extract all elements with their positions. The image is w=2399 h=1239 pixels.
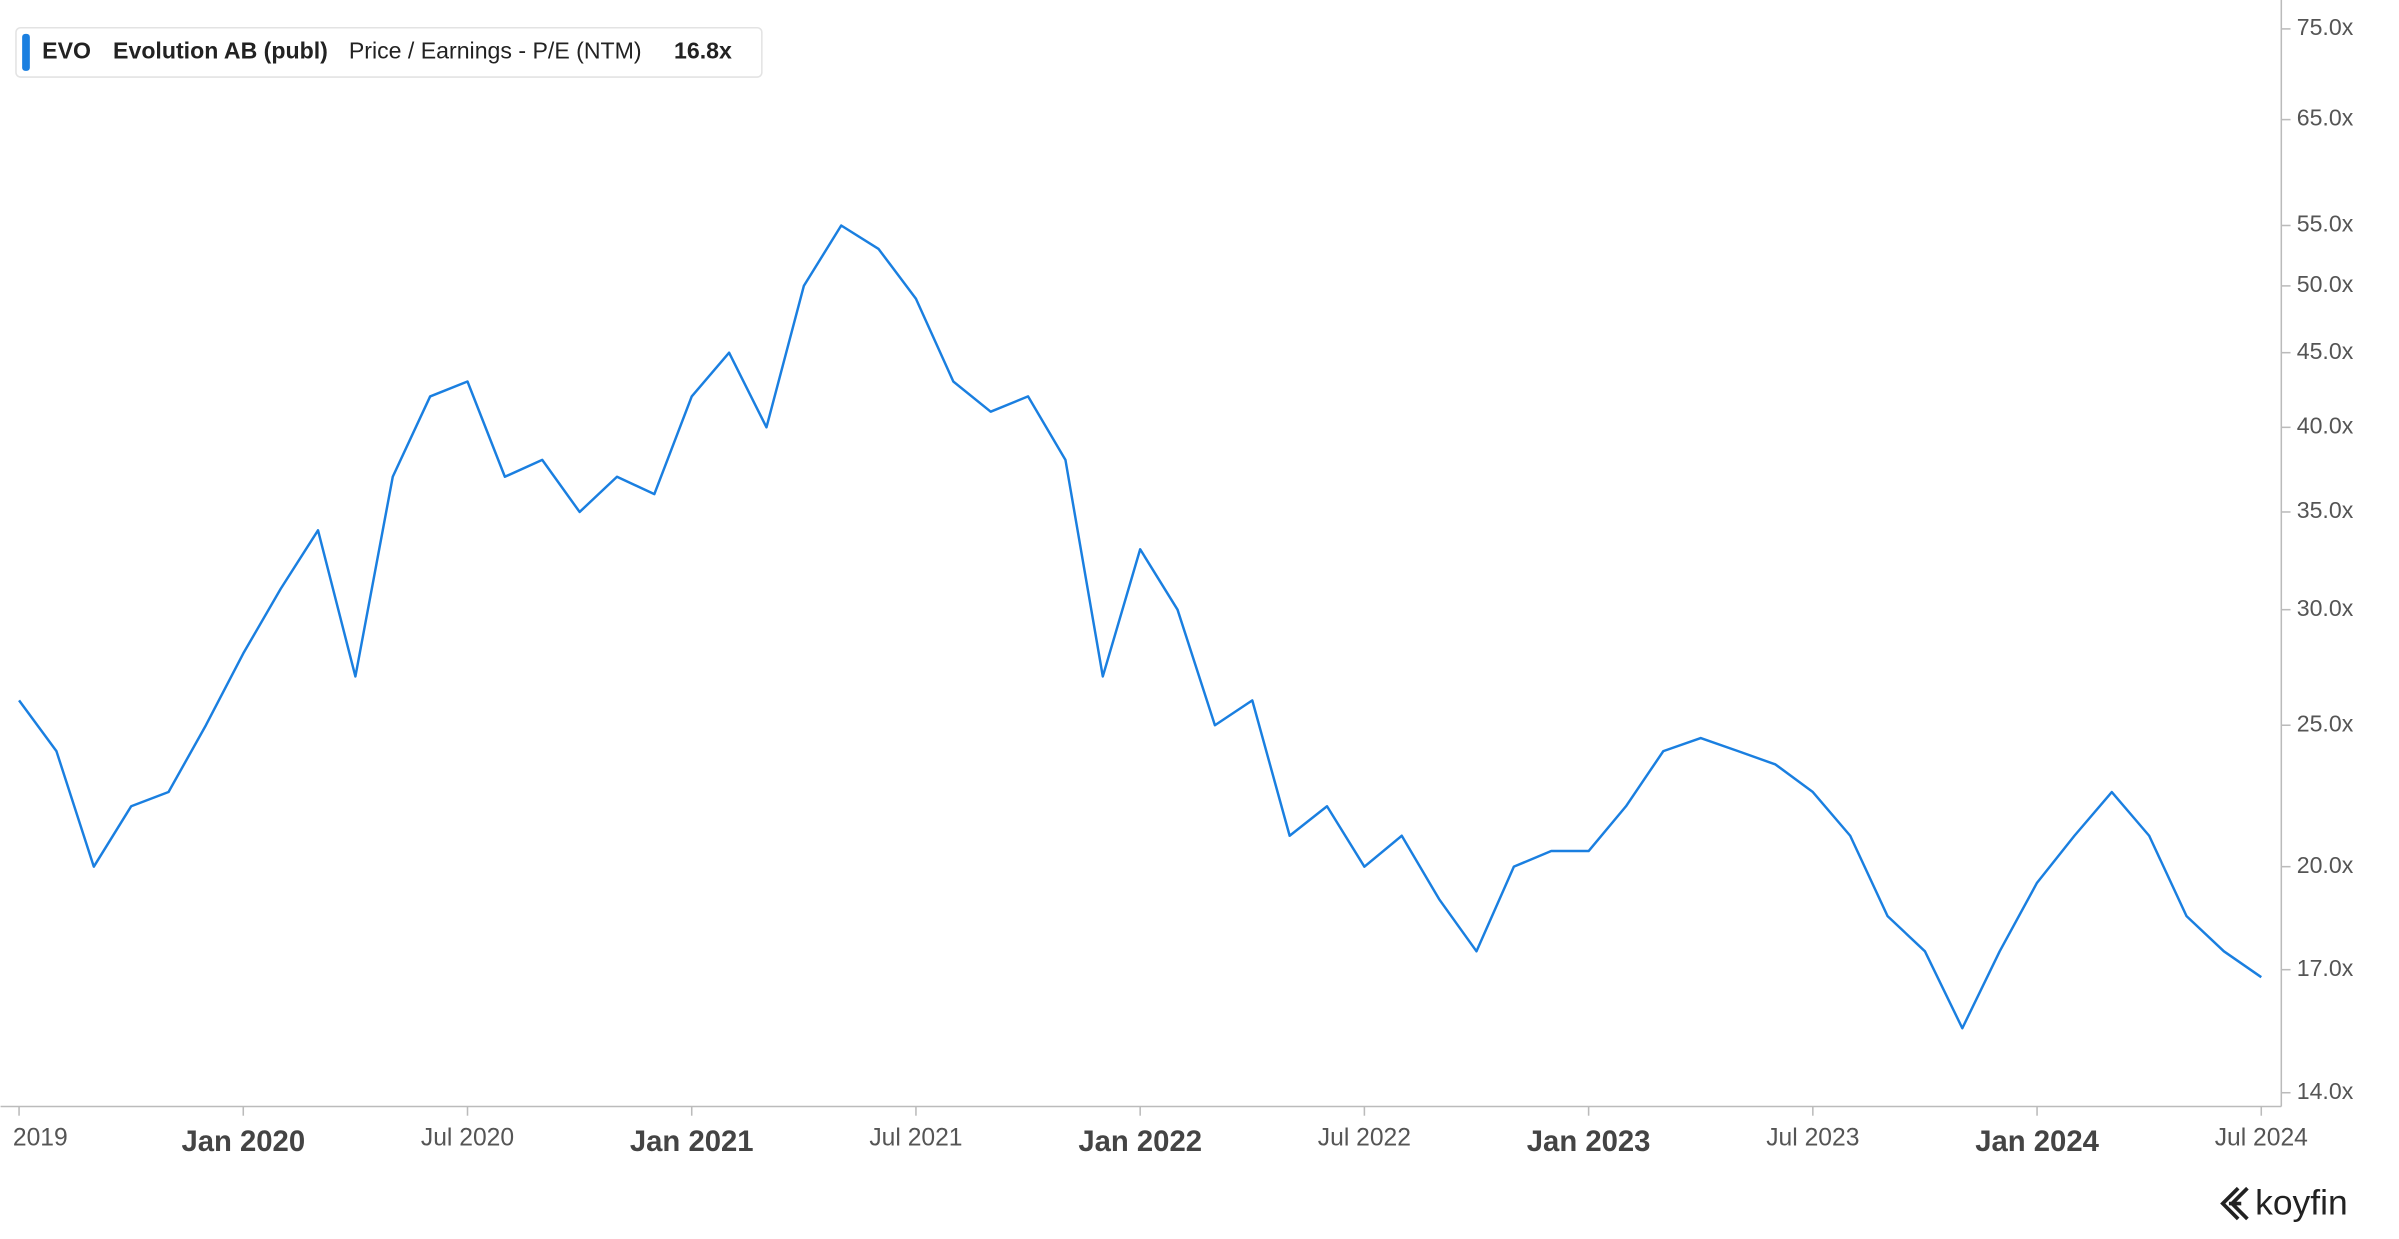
y-tick-label: 25.0x — [2297, 710, 2354, 736]
x-tick-label: Jan 2024 — [1975, 1126, 2099, 1158]
legend-box — [15, 26, 763, 78]
last-value: 16.8x — [674, 38, 732, 64]
x-tick-label: Jan 2020 — [181, 1126, 305, 1158]
series-line — [18, 224, 2262, 1030]
x-tick-label: Jul 2023 — [1766, 1124, 1859, 1151]
y-tick-label: 20.0x — [2297, 852, 2354, 878]
logo: koyfin — [2220, 1182, 2348, 1222]
x-tick-label: Jul 2022 — [1318, 1124, 1411, 1151]
legend-swatch — [22, 33, 30, 71]
brand: koyfin — [2255, 1182, 2348, 1222]
logo-icon — [2220, 1186, 2249, 1221]
company-name: Evolution AB (publ) — [113, 38, 328, 64]
metric-name: Price / Earnings - P/E (NTM) — [349, 38, 642, 64]
y-tick-label: 14.0x — [2297, 1078, 2354, 1104]
x-tick-label: Jan 2023 — [1527, 1126, 1651, 1158]
ticker: EVO — [42, 38, 91, 64]
y-tick-label: 75.0x — [2297, 14, 2354, 40]
y-tick-label: 45.0x — [2297, 338, 2354, 364]
x-tick-label: Jan 2022 — [1078, 1126, 1202, 1158]
x-tick-label: Jan 2021 — [630, 1126, 754, 1158]
y-tick-label: 17.0x — [2297, 955, 2354, 981]
x-tick-label: 2019 — [13, 1124, 68, 1151]
y-tick-label: 40.0x — [2297, 412, 2354, 438]
x-tick-label: Jul 2021 — [869, 1124, 962, 1151]
y-tick-label: 50.0x — [2297, 271, 2354, 297]
y-tick-label: 30.0x — [2297, 595, 2354, 621]
y-tick-label: 35.0x — [2297, 497, 2354, 523]
y-tick-label: 55.0x — [2297, 211, 2354, 237]
x-tick-label: Jul 2024 — [2215, 1124, 2308, 1151]
x-tick-label: Jul 2020 — [421, 1124, 514, 1151]
y-tick-label: 65.0x — [2297, 105, 2354, 131]
